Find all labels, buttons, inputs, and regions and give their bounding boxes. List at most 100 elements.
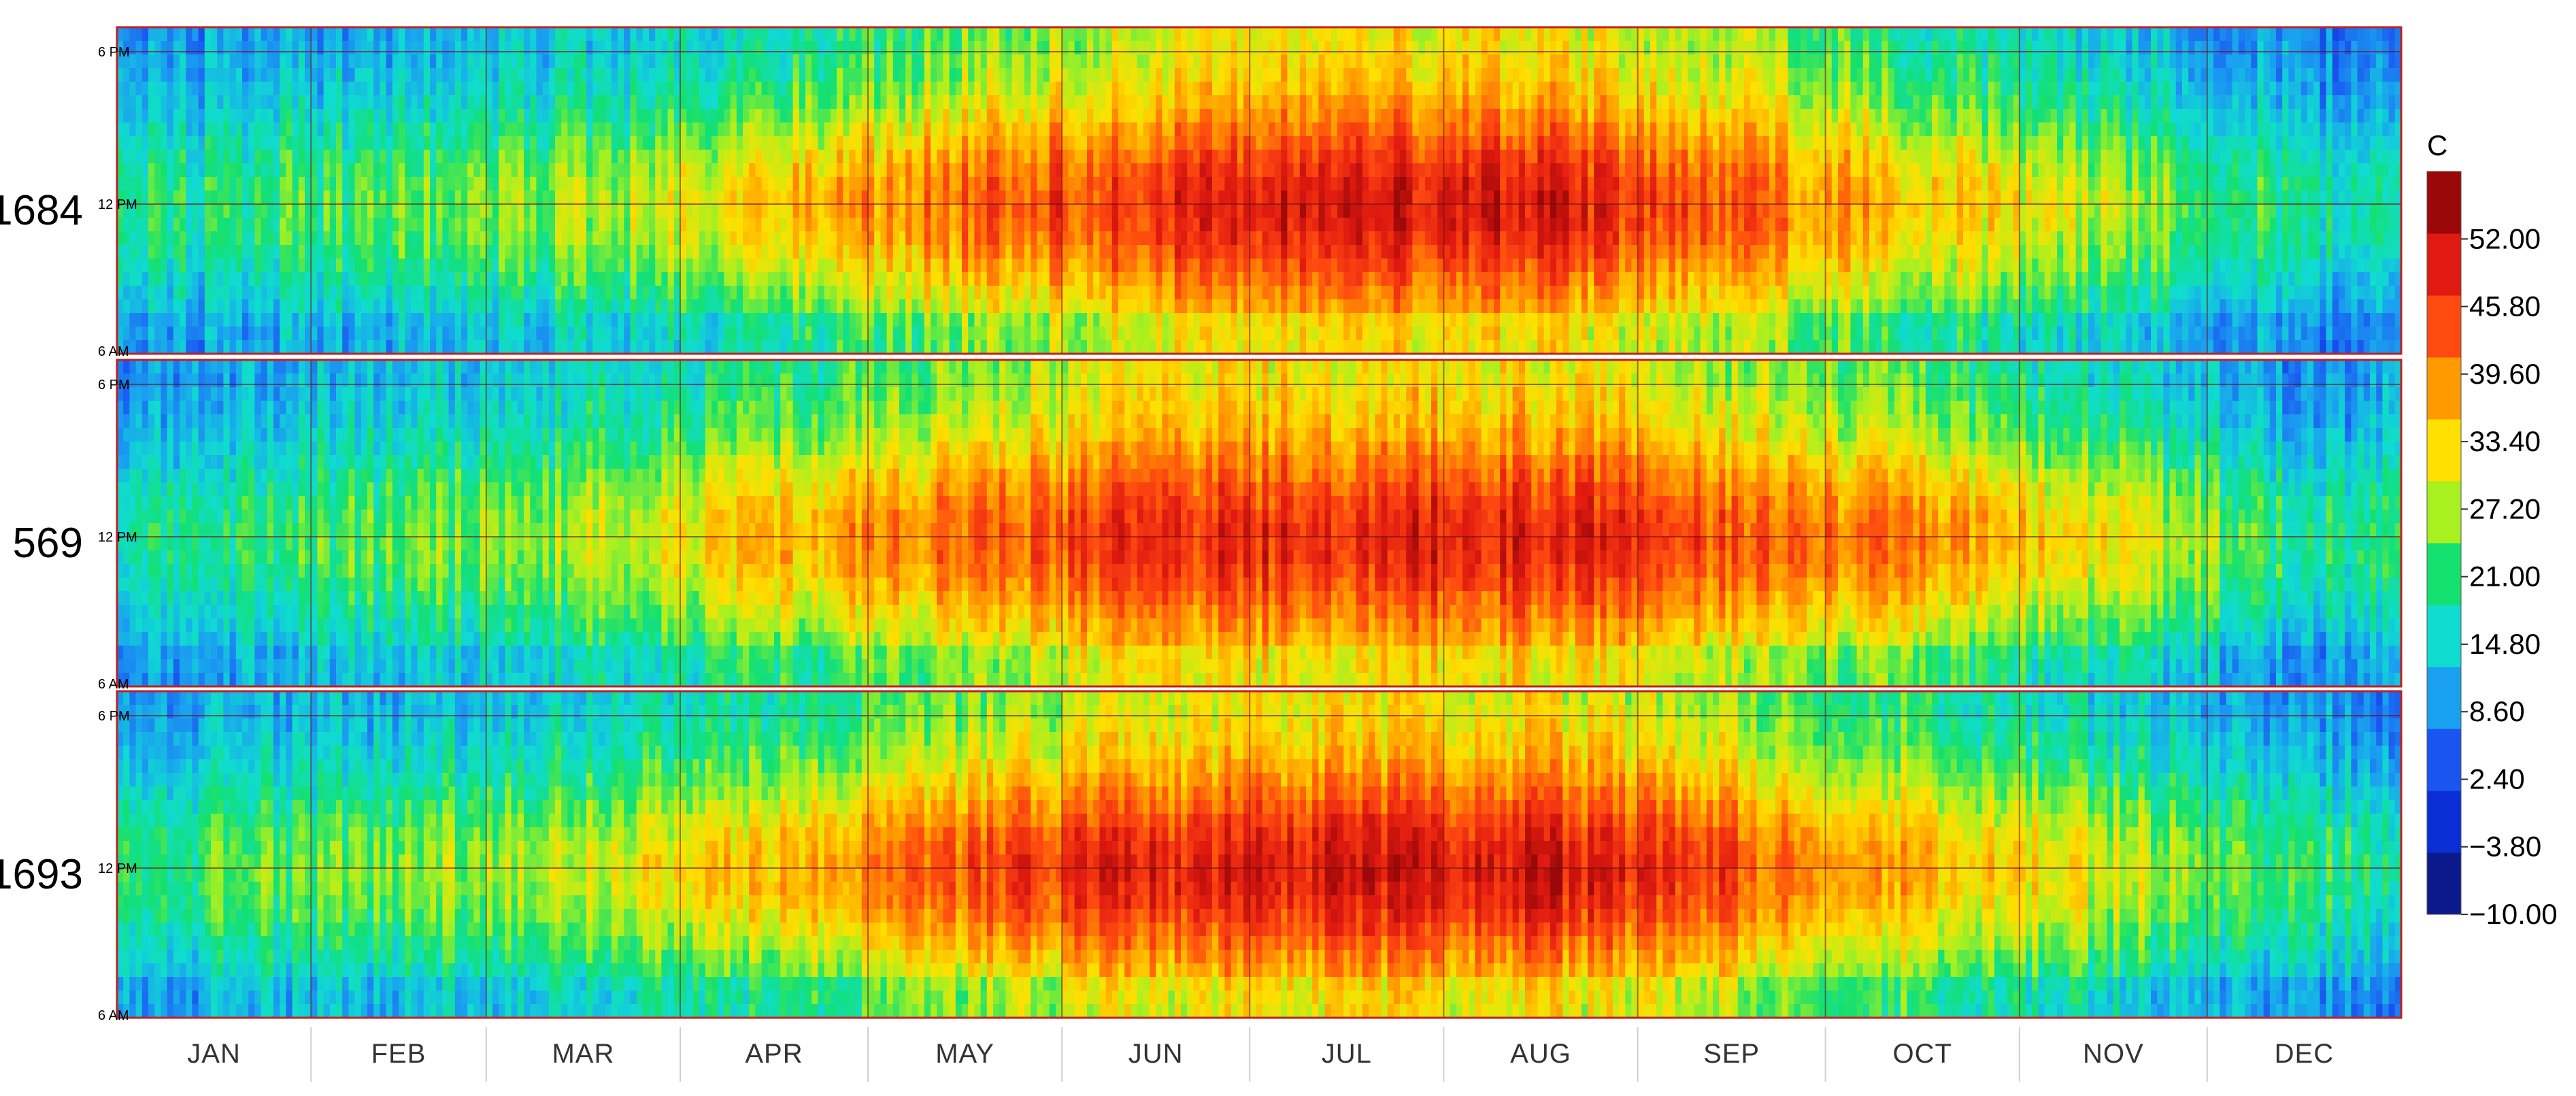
heatmap-cell <box>655 82 662 96</box>
heatmap-cell <box>1037 340 1043 354</box>
heatmap-cell <box>1012 177 1019 191</box>
heatmap-cell <box>1206 41 1213 55</box>
heatmap-cell <box>192 109 199 123</box>
heatmap-cell <box>1137 272 1144 286</box>
heatmap-cell <box>618 54 624 69</box>
heatmap-cell <box>1131 286 1137 300</box>
heatmap-cell <box>592 259 599 273</box>
heatmap-cell <box>987 245 994 259</box>
heatmap-cell <box>292 163 299 178</box>
heatmap-cell <box>937 259 943 273</box>
heatmap-cell <box>336 150 343 164</box>
heatmap-cell <box>880 136 887 150</box>
heatmap-cell <box>311 327 318 341</box>
heatmap-cell <box>786 272 793 286</box>
heatmap-cell <box>1275 163 1282 178</box>
heatmap-cell <box>205 231 212 246</box>
heatmap-cell <box>1318 82 1325 96</box>
heatmap-cell <box>173 122 180 137</box>
heatmap-cell <box>580 245 587 259</box>
heatmap-cell <box>931 272 937 286</box>
heatmap-cell <box>280 122 286 137</box>
heatmap-cell <box>899 54 906 69</box>
heatmap-cell <box>424 272 431 286</box>
heatmap-cell <box>837 299 843 314</box>
heatmap-cell <box>449 204 456 218</box>
heatmap-cell <box>1106 41 1113 55</box>
heatmap-cell <box>1018 286 1025 300</box>
heatmap-cell <box>430 218 437 232</box>
heatmap-cell <box>317 109 324 123</box>
heatmap-cell <box>442 109 449 123</box>
heatmap-cell <box>467 95 474 110</box>
heatmap-cell <box>373 245 380 259</box>
heatmap-cell <box>918 327 925 341</box>
heatmap-cell <box>580 272 587 286</box>
heatmap-cell <box>868 340 875 354</box>
heatmap-cell <box>737 340 743 354</box>
heatmap-cell <box>1137 327 1144 341</box>
heatmap-cell <box>473 299 480 314</box>
heatmap-cell <box>931 82 937 96</box>
heatmap-cell <box>793 272 800 286</box>
heatmap-cell <box>399 299 405 314</box>
heatmap-cell <box>286 177 292 191</box>
heatmap-cell <box>199 272 205 286</box>
heatmap-cell <box>831 313 837 327</box>
heatmap-cell <box>1218 109 1225 123</box>
heatmap-cell <box>899 259 906 273</box>
heatmap-cell <box>273 218 280 232</box>
heatmap-cell <box>612 109 618 123</box>
heatmap-cell <box>612 54 618 69</box>
heatmap-cell <box>856 327 863 341</box>
heatmap-cell <box>574 231 581 246</box>
heatmap-cell <box>1062 95 1069 110</box>
heatmap-cell <box>1275 177 1282 191</box>
heatmap-cell <box>924 82 931 96</box>
heatmap-cell <box>956 340 963 354</box>
heatmap-cell <box>749 27 756 41</box>
heatmap-cell <box>918 204 925 218</box>
heatmap-cell <box>536 190 543 205</box>
heatmap-cell <box>373 299 380 314</box>
heatmap-cell <box>1300 340 1307 354</box>
heatmap-cell <box>348 68 355 82</box>
heatmap-cell <box>461 299 468 314</box>
heatmap-cell <box>887 177 894 191</box>
heatmap-cell <box>655 150 662 164</box>
heatmap-cell <box>455 177 462 191</box>
heatmap-cell <box>230 27 237 41</box>
heatmap-cell <box>1275 313 1282 327</box>
heatmap-cell <box>217 245 224 259</box>
heatmap-cell <box>1175 27 1182 41</box>
heatmap-cell <box>1224 340 1231 354</box>
heatmap-cell <box>905 259 912 273</box>
heatmap-cell <box>442 68 449 82</box>
heatmap-cell <box>599 54 605 69</box>
heatmap-cell <box>1106 150 1113 164</box>
heatmap-cell <box>142 163 149 178</box>
heatmap-cell <box>624 313 631 327</box>
heatmap-cell <box>142 41 149 55</box>
heatmap-cell <box>543 109 550 123</box>
heatmap-cell <box>555 272 562 286</box>
heatmap-cell <box>311 82 318 96</box>
heatmap-cell <box>974 245 981 259</box>
heatmap-cell <box>449 95 456 110</box>
heatmap-cell <box>1031 82 1037 96</box>
heatmap-cell <box>905 68 912 82</box>
heatmap-cell <box>442 286 449 300</box>
heatmap-cell <box>161 313 167 327</box>
heatmap-cell <box>405 163 412 178</box>
heatmap-cell <box>574 41 581 55</box>
heatmap-cell <box>1175 82 1182 96</box>
heatmap-cell <box>242 150 249 164</box>
heatmap-cell <box>731 245 737 259</box>
heatmap-cell <box>129 41 136 55</box>
heatmap-cell <box>668 204 675 218</box>
heatmap-cell <box>918 259 925 273</box>
heatmap-cell <box>136 150 143 164</box>
heatmap-cell <box>874 272 881 286</box>
heatmap-cell <box>536 41 543 55</box>
heatmap-cell <box>686 299 693 314</box>
